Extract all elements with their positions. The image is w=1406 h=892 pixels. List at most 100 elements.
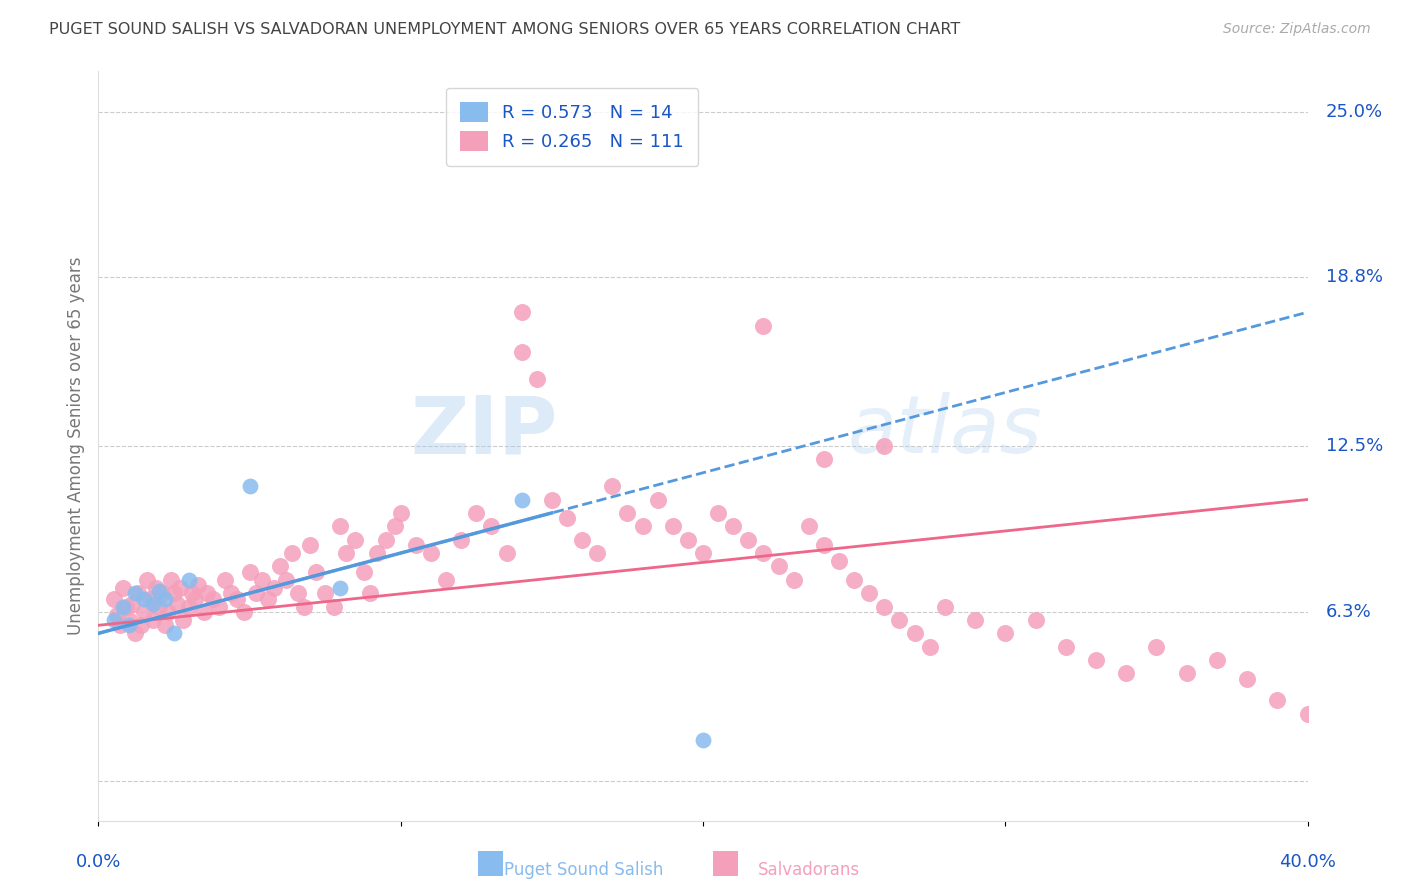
Point	[105, 607, 128, 622]
Point	[323, 599, 346, 614]
Point	[299, 538, 322, 552]
Point	[250, 573, 273, 587]
Point	[510, 345, 533, 359]
Point	[111, 581, 134, 595]
Point	[495, 546, 517, 560]
Point	[723, 519, 745, 533]
Point	[187, 578, 209, 592]
Point	[148, 599, 170, 614]
Point	[889, 613, 911, 627]
Point	[783, 573, 806, 587]
Point	[1144, 640, 1167, 654]
Text: 6.3%: 6.3%	[1326, 603, 1371, 621]
Point	[124, 586, 146, 600]
Point	[226, 591, 249, 606]
Point	[184, 591, 207, 606]
Point	[160, 573, 183, 587]
Point	[132, 591, 155, 606]
Point	[661, 519, 683, 533]
Point	[239, 565, 262, 579]
Legend: R = 0.573   N = 14, R = 0.265   N = 111: R = 0.573 N = 14, R = 0.265 N = 111	[446, 88, 699, 166]
Point	[813, 452, 835, 467]
Point	[647, 492, 669, 507]
Point	[335, 546, 357, 560]
Text: Source: ZipAtlas.com: Source: ZipAtlas.com	[1223, 22, 1371, 37]
Point	[692, 546, 714, 560]
Point	[245, 586, 267, 600]
Point	[292, 599, 315, 614]
Point	[195, 586, 218, 600]
Point	[510, 492, 533, 507]
Point	[139, 591, 162, 606]
Point	[752, 318, 775, 333]
Point	[111, 599, 134, 614]
Point	[797, 519, 820, 533]
Point	[145, 581, 167, 595]
Point	[384, 519, 406, 533]
Point	[269, 559, 291, 574]
Point	[768, 559, 790, 574]
Point	[934, 599, 956, 614]
Point	[208, 599, 231, 614]
Text: 18.8%: 18.8%	[1326, 268, 1382, 286]
Point	[602, 479, 624, 493]
Point	[918, 640, 941, 654]
Point	[214, 573, 236, 587]
Point	[737, 533, 759, 547]
Point	[329, 519, 352, 533]
Point	[124, 626, 146, 640]
Point	[465, 506, 488, 520]
Point	[305, 565, 328, 579]
Point	[752, 546, 775, 560]
Point	[148, 583, 170, 598]
Point	[153, 591, 176, 606]
Point	[434, 573, 457, 587]
Point	[1054, 640, 1077, 654]
Text: 25.0%: 25.0%	[1326, 103, 1384, 120]
Point	[844, 573, 866, 587]
Point	[873, 599, 896, 614]
Point	[129, 618, 152, 632]
Point	[281, 546, 304, 560]
Point	[510, 305, 533, 319]
Point	[571, 533, 593, 547]
Point	[202, 591, 225, 606]
Point	[263, 581, 285, 595]
Point	[374, 533, 396, 547]
Text: 12.5%: 12.5%	[1326, 437, 1384, 455]
Point	[150, 586, 173, 600]
Point	[526, 372, 548, 386]
Point	[586, 546, 609, 560]
Point	[256, 591, 278, 606]
Point	[274, 573, 297, 587]
Text: Salvadorans: Salvadorans	[758, 861, 859, 879]
Point	[540, 492, 562, 507]
Point	[1085, 653, 1108, 667]
Bar	[478, 851, 503, 876]
Text: 40.0%: 40.0%	[1279, 853, 1336, 871]
Point	[169, 581, 191, 595]
Point	[873, 439, 896, 453]
Point	[481, 519, 503, 533]
Point	[965, 613, 987, 627]
Point	[329, 581, 352, 595]
Point	[163, 586, 186, 600]
Point	[163, 626, 186, 640]
Point	[1206, 653, 1229, 667]
Point	[420, 546, 443, 560]
Point	[118, 618, 141, 632]
Point	[707, 506, 730, 520]
Point	[631, 519, 654, 533]
Point	[904, 626, 927, 640]
Point	[239, 479, 262, 493]
Point	[121, 597, 143, 611]
Point	[142, 597, 165, 611]
Bar	[713, 851, 738, 876]
Text: PUGET SOUND SALISH VS SALVADORAN UNEMPLOYMENT AMONG SENIORS OVER 65 YEARS CORREL: PUGET SOUND SALISH VS SALVADORAN UNEMPLO…	[49, 22, 960, 37]
Text: ZIP: ZIP	[411, 392, 558, 470]
Point	[450, 533, 472, 547]
Point	[360, 586, 382, 600]
Point	[405, 538, 427, 552]
Point	[858, 586, 880, 600]
Text: atlas: atlas	[848, 392, 1043, 470]
